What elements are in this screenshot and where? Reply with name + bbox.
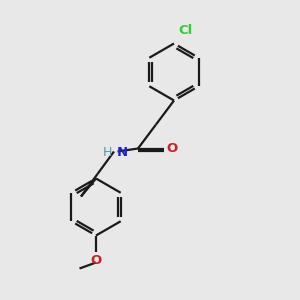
Text: N: N [116, 146, 128, 160]
Text: H: H [103, 146, 112, 160]
Text: Cl: Cl [178, 24, 193, 37]
Text: O: O [167, 142, 178, 155]
Text: O: O [90, 254, 102, 266]
